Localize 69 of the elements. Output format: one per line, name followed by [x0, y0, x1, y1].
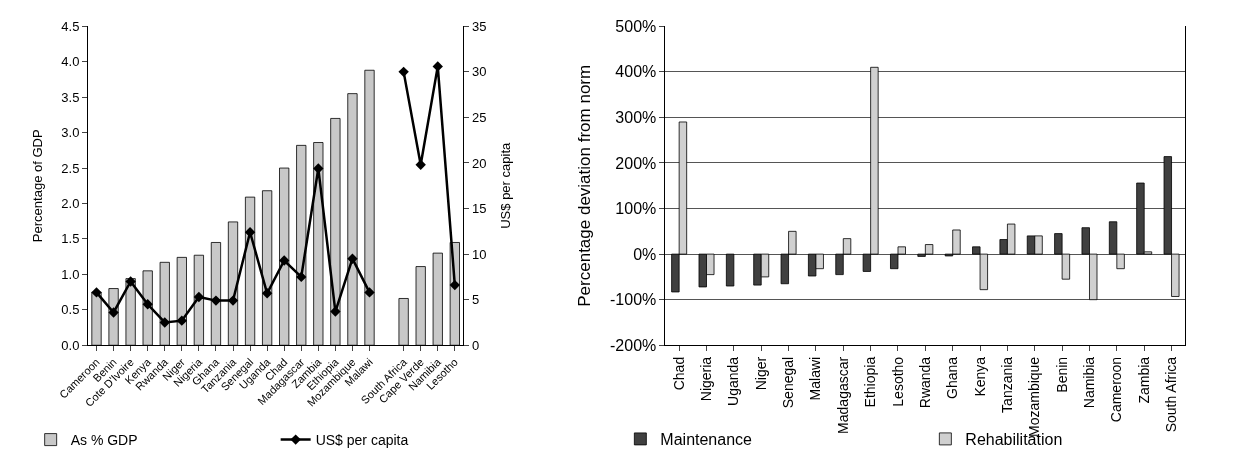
- y-tick-label: 3.5: [61, 89, 80, 105]
- y-axis-title: Percentage deviation from norm: [574, 64, 594, 307]
- x-tick-label: Malawi: [807, 356, 824, 401]
- y-tick-label: 100%: [615, 200, 657, 218]
- x-tick-label: Niger: [752, 356, 769, 391]
- point: [125, 276, 136, 287]
- y2-axis-title: US$ per capita: [498, 142, 514, 229]
- y-tick-label: -200%: [610, 336, 657, 354]
- x-tick-label: Ethiopia: [862, 356, 879, 408]
- y2-tick-label: 0: [471, 337, 480, 353]
- x-tick-label: Namibia: [1081, 356, 1098, 409]
- x-tick-label: Ghana: [944, 356, 961, 399]
- point: [176, 315, 188, 326]
- y-tick-label: 1.0: [61, 266, 80, 282]
- y2-tick-label: 15: [471, 201, 487, 217]
- point: [398, 66, 409, 78]
- point: [108, 307, 119, 318]
- x-tick-label: South Africa: [1163, 356, 1180, 433]
- x-tick-label: Benin: [1053, 356, 1070, 393]
- y-tick-label: 3.0: [61, 125, 80, 141]
- y2-tick-label: 35: [471, 18, 487, 34]
- bar: [725, 253, 735, 287]
- point: [261, 288, 273, 299]
- x-tick-label: Zambia: [1135, 356, 1152, 404]
- point: [244, 227, 256, 238]
- y-tick-label: 0.5: [61, 302, 80, 318]
- y-tick-label: 0%: [633, 245, 657, 263]
- y-tick-label: 2.0: [61, 196, 80, 212]
- y-tick-label: 4.0: [61, 54, 80, 70]
- x-tick-label: Lesotho: [889, 356, 906, 407]
- x-tick-label: Kenya: [971, 356, 988, 397]
- legend-label: As % GDP: [70, 432, 138, 449]
- y-tick-label: 1.5: [61, 231, 80, 247]
- y2-tick-label: 25: [471, 109, 487, 125]
- y2-tick-label: 20: [471, 155, 487, 171]
- point: [193, 291, 205, 303]
- y-tick-label: -100%: [610, 291, 657, 309]
- x-tick-label: Cameroon: [1108, 356, 1125, 423]
- x-tick-label: Uganda: [725, 356, 742, 406]
- x-tick-label: Nigeria: [698, 356, 715, 402]
- legend-label: US$ per capita: [315, 432, 409, 449]
- y-tick-label: 400%: [615, 63, 657, 81]
- point: [432, 61, 443, 72]
- y-tick-label: 4.5: [61, 18, 80, 34]
- point: [313, 163, 324, 174]
- point: [330, 306, 341, 317]
- point: [278, 255, 290, 266]
- y-tick-label: 500%: [615, 17, 657, 35]
- x-tick-label: Madagascar: [834, 356, 851, 434]
- x-tick-label: Senegal: [780, 356, 797, 409]
- point: [449, 279, 461, 291]
- y2-tick-label: 5: [471, 292, 480, 308]
- point: [364, 287, 375, 298]
- legend-label: Maintenance: [660, 431, 753, 449]
- y2-tick-label: 10: [471, 246, 487, 262]
- point: [159, 317, 170, 328]
- point: [91, 287, 102, 298]
- y2-tick-label: 30: [471, 64, 487, 80]
- y-tick-label: 0.0: [61, 337, 80, 353]
- x-tick-label: Rwanda: [916, 356, 933, 409]
- point: [142, 299, 153, 310]
- point: [347, 253, 358, 264]
- x-tick-label: Chad: [670, 356, 687, 391]
- x-tick-label: Tanzania: [998, 356, 1015, 413]
- point: [296, 271, 307, 283]
- y-tick-label: 2.5: [61, 160, 80, 176]
- y-axis-title: Percentage of GDP: [30, 129, 46, 243]
- y-tick-label: 200%: [615, 154, 657, 172]
- y-tick-label: 300%: [615, 109, 657, 127]
